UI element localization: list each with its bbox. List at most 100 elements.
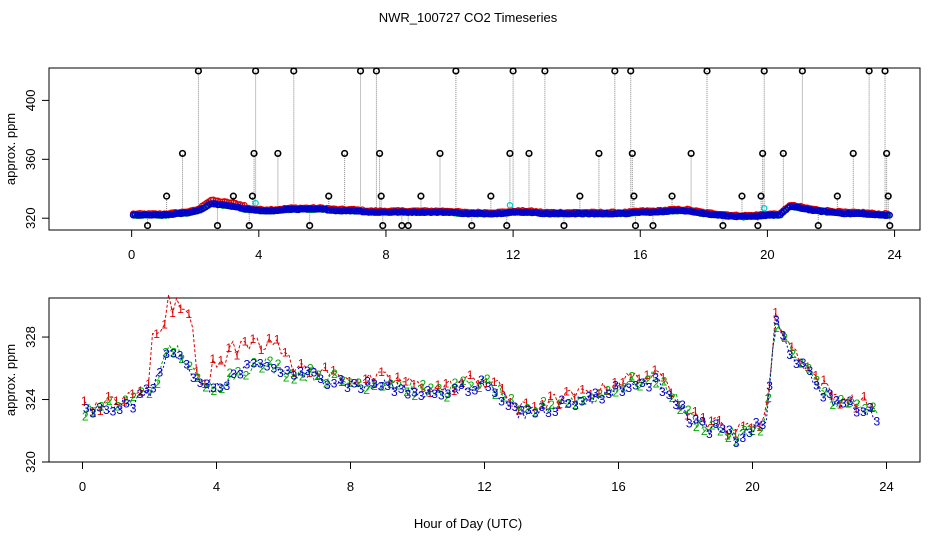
top-point-outlier bbox=[525, 149, 533, 158]
top-point-outlier bbox=[883, 149, 891, 158]
bottom-series-3-point: 3 bbox=[96, 400, 103, 414]
bottom-series-2-point: 2 bbox=[106, 394, 113, 408]
bottom-series-2-point: 2 bbox=[428, 381, 435, 395]
bottom-series-3-point: 3 bbox=[344, 381, 351, 395]
bottom-series-1-point: 1 bbox=[467, 368, 474, 382]
bottom-series-1-point: 1 bbox=[81, 394, 88, 408]
bottom-series-3-point: 3 bbox=[177, 349, 184, 363]
bottom-series-2-point: 2 bbox=[621, 381, 628, 395]
top-point-outlier bbox=[503, 221, 511, 230]
bottom-series-3-point: 3 bbox=[110, 404, 117, 418]
bottom-series-1-point: 1 bbox=[209, 352, 216, 366]
bottom-series-2-point: 2 bbox=[387, 377, 394, 391]
bottom-series-3-point: 3 bbox=[304, 364, 311, 378]
bottom-series-1-point: 1 bbox=[459, 376, 466, 390]
bottom-series-3-point: 3 bbox=[163, 347, 170, 361]
bottom-series-3-point: 3 bbox=[311, 365, 318, 379]
bottom-series-2-point: 2 bbox=[331, 367, 338, 381]
bottom-x-tick-label: 4 bbox=[213, 479, 220, 494]
bottom-series-1-point: 1 bbox=[845, 396, 852, 410]
bottom-series-2-point: 2 bbox=[813, 373, 820, 387]
bottom-series-3-line bbox=[86, 318, 878, 445]
bottom-series-2-point: 2 bbox=[90, 406, 97, 420]
bottom-series-1-point: 1 bbox=[475, 378, 482, 392]
top-point-outlier bbox=[884, 192, 892, 200]
bottom-series-1-point: 1 bbox=[386, 373, 393, 387]
x-axis-label: Hour of Day (UTC) bbox=[414, 516, 522, 531]
bottom-series-1-point: 1 bbox=[410, 377, 417, 391]
bottom-series-2-point: 2 bbox=[854, 397, 861, 411]
bottom-series-2-point: 2 bbox=[516, 403, 523, 417]
bottom-series-3-point: 3 bbox=[693, 413, 700, 427]
bottom-series-2-point: 2 bbox=[436, 382, 443, 396]
bottom-series-3-point: 3 bbox=[418, 389, 425, 403]
bottom-series-1-point: 1 bbox=[853, 402, 860, 416]
bottom-series-3-point: 3 bbox=[719, 422, 726, 436]
bottom-series-1-point: 1 bbox=[226, 341, 233, 355]
top-point-outlier bbox=[627, 67, 635, 75]
bottom-series-1-point: 1 bbox=[370, 376, 377, 390]
bottom-series-3-point: 3 bbox=[672, 398, 679, 412]
bottom-series-2-point: 2 bbox=[653, 377, 660, 391]
top-point-outlier bbox=[274, 149, 282, 158]
bottom-series-3-point: 3 bbox=[331, 377, 338, 391]
bottom-series-1-point: 1 bbox=[330, 363, 337, 377]
top-point-outlier bbox=[143, 221, 152, 230]
top-point-outlier bbox=[668, 192, 676, 200]
bottom-series-1-point: 1 bbox=[177, 302, 184, 316]
bottom-series-1-point: 1 bbox=[587, 388, 594, 402]
bottom-series-2-point: 2 bbox=[757, 425, 764, 439]
bottom-series-3-point: 3 bbox=[833, 393, 840, 407]
bottom-series-3-point: 3 bbox=[471, 383, 478, 397]
bottom-series-3-point: 3 bbox=[525, 403, 532, 417]
bottom-series-3-point: 3 bbox=[565, 397, 572, 411]
bottom-series-1-point: 1 bbox=[419, 381, 426, 395]
top-point-outlier bbox=[250, 149, 258, 158]
bottom-series-3-point: 3 bbox=[237, 368, 244, 382]
bottom-series-3-point: 3 bbox=[465, 385, 472, 399]
bottom-series-2-point: 2 bbox=[130, 390, 137, 404]
top-point-outlier bbox=[738, 192, 746, 200]
bottom-series-3-point: 3 bbox=[559, 393, 566, 407]
bottom-series-3-point: 3 bbox=[425, 383, 432, 397]
bottom-series-2-point: 2 bbox=[862, 402, 869, 416]
bottom-series-2-point: 2 bbox=[138, 385, 145, 399]
top-point-outlier bbox=[760, 67, 768, 75]
bottom-series-2-point: 2 bbox=[307, 361, 314, 375]
top-point-outlier bbox=[372, 67, 381, 75]
bottom-series-2-point: 2 bbox=[548, 398, 555, 412]
top-point-outlier bbox=[798, 67, 806, 75]
bottom-series-3-point: 3 bbox=[746, 426, 753, 440]
bottom-series-1-point: 1 bbox=[242, 335, 249, 349]
top-point-outlier bbox=[833, 192, 841, 200]
bottom-series-3-point: 3 bbox=[264, 359, 271, 373]
bottom-series-3-point: 3 bbox=[378, 380, 385, 394]
bottom-series-3-point: 3 bbox=[679, 398, 686, 412]
top-point-blue bbox=[886, 211, 893, 219]
bottom-series-1-point: 1 bbox=[185, 307, 192, 321]
bottom-series-2-point: 2 bbox=[291, 373, 298, 387]
bottom-series-1-point: 1 bbox=[620, 376, 627, 390]
bottom-series-3-point: 3 bbox=[364, 375, 371, 389]
bottom-series-1-line bbox=[83, 294, 877, 436]
bottom-series-2-point: 2 bbox=[411, 389, 418, 403]
bottom-series-1-point: 1 bbox=[732, 426, 739, 440]
bottom-series-3-point: 3 bbox=[170, 347, 177, 361]
top-point-outlier bbox=[754, 221, 762, 230]
bottom-series-2-point: 2 bbox=[243, 368, 250, 382]
bottom-series-1-point: 1 bbox=[563, 384, 570, 398]
bottom-series-3-point: 3 bbox=[706, 427, 713, 441]
bottom-series-3-point: 3 bbox=[512, 400, 519, 414]
bottom-series-3-point: 3 bbox=[599, 392, 606, 406]
bottom-series-2-point: 2 bbox=[275, 357, 282, 371]
bottom-series-2-point: 2 bbox=[484, 372, 491, 386]
bottom-series-2-point: 2 bbox=[98, 399, 105, 413]
bottom-series-3-point: 3 bbox=[773, 313, 780, 327]
bottom-series-3-point: 3 bbox=[103, 403, 110, 417]
bottom-series-1-point: 1 bbox=[788, 340, 795, 354]
bottom-series-2-point: 2 bbox=[468, 379, 475, 393]
bottom-series-2-point: 2 bbox=[661, 374, 668, 388]
bottom-series-1-point: 1 bbox=[402, 375, 409, 389]
top-point-outlier bbox=[468, 221, 476, 230]
bottom-series-2-point: 2 bbox=[870, 400, 877, 414]
